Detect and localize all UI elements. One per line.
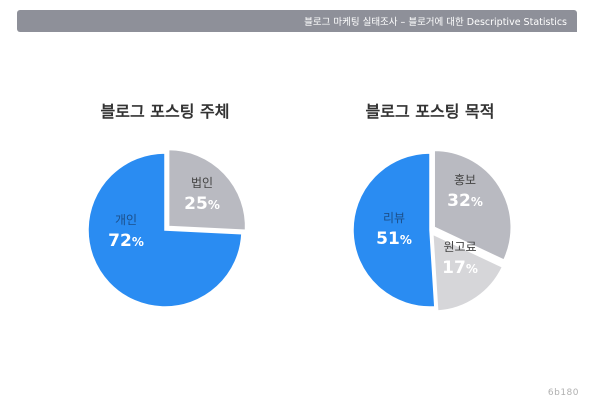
slice-value: 32%	[447, 191, 483, 211]
slice-label: 개인	[115, 213, 137, 227]
pie-slice	[352, 152, 436, 308]
slice-label: 리뷰	[383, 211, 405, 225]
watermark: 6b180	[547, 388, 579, 398]
slice-label: 원고료	[443, 240, 476, 254]
header-bar: 블로그 마케팅 실태조사 – 블로거에 대한 Descriptive Stati…	[17, 10, 577, 32]
pie-slice	[433, 149, 512, 262]
pie-slice	[167, 148, 247, 232]
slice-value: 72%	[108, 231, 144, 251]
slice-value: 17%	[442, 258, 478, 278]
header-title: 블로그 마케팅 실태조사 – 블로거에 대한 Descriptive Stati…	[304, 17, 567, 28]
slice-value: 51%	[376, 229, 412, 249]
chart-title: 블로그 포스팅 목적	[366, 102, 495, 121]
slice-value: 25%	[184, 194, 220, 214]
pie-slice	[87, 152, 243, 308]
chart-title: 블로그 포스팅 주체	[101, 102, 230, 121]
pie-slice	[431, 232, 504, 312]
slice-label: 홍보	[454, 173, 476, 187]
slice-label: 법인	[191, 176, 213, 190]
